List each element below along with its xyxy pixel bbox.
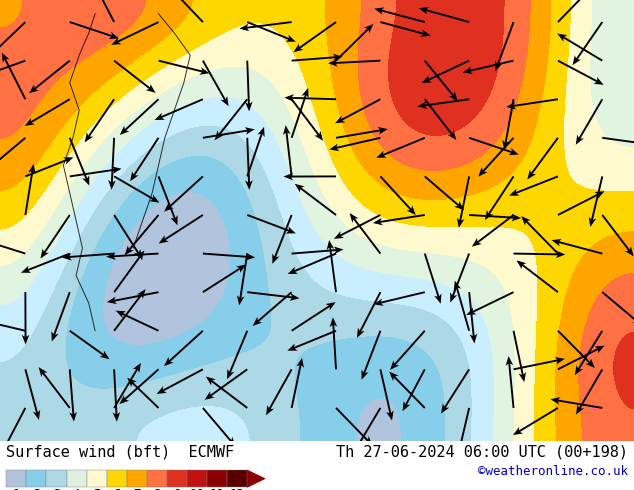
FancyBboxPatch shape: [27, 470, 46, 487]
Text: 3: 3: [53, 489, 60, 490]
FancyBboxPatch shape: [227, 470, 247, 487]
FancyBboxPatch shape: [87, 470, 107, 487]
Text: 4: 4: [73, 489, 81, 490]
Text: 7: 7: [133, 489, 141, 490]
Text: 6: 6: [113, 489, 120, 490]
Text: Th 27-06-2024 06:00 UTC (00+198): Th 27-06-2024 06:00 UTC (00+198): [335, 444, 628, 459]
FancyBboxPatch shape: [167, 470, 187, 487]
FancyBboxPatch shape: [6, 470, 27, 487]
Text: 5: 5: [93, 489, 100, 490]
FancyBboxPatch shape: [187, 470, 207, 487]
Text: ©weatheronline.co.uk: ©weatheronline.co.uk: [477, 465, 628, 478]
FancyBboxPatch shape: [127, 470, 147, 487]
FancyBboxPatch shape: [107, 470, 127, 487]
FancyBboxPatch shape: [147, 470, 167, 487]
Text: 11: 11: [210, 489, 224, 490]
Text: 12: 12: [230, 489, 245, 490]
Text: 9: 9: [173, 489, 181, 490]
Text: Surface wind (bft)  ECMWF: Surface wind (bft) ECMWF: [6, 444, 235, 459]
Text: 10: 10: [190, 489, 205, 490]
FancyBboxPatch shape: [67, 470, 87, 487]
Text: 8: 8: [153, 489, 160, 490]
Text: 2: 2: [33, 489, 40, 490]
Polygon shape: [247, 470, 265, 487]
FancyBboxPatch shape: [46, 470, 67, 487]
Text: 1: 1: [13, 489, 20, 490]
FancyBboxPatch shape: [207, 470, 227, 487]
